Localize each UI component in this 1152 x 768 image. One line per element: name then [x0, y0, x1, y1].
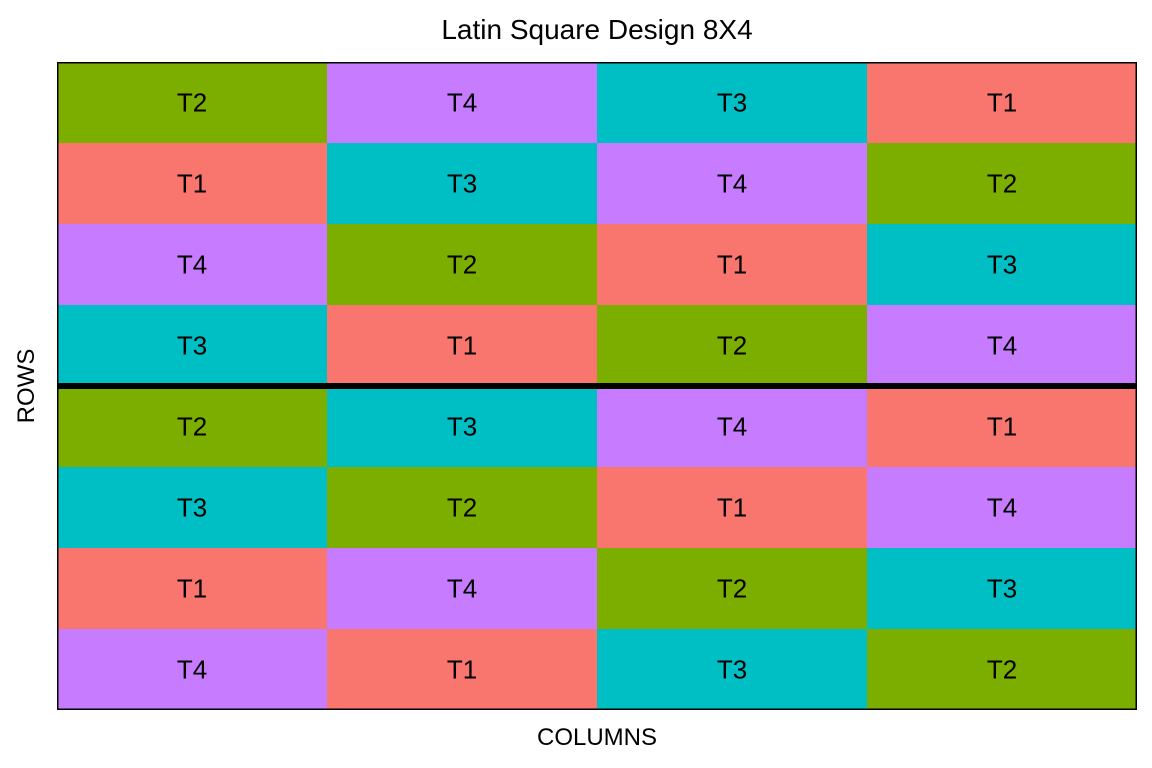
cell-t4-r6-c4 [867, 467, 1137, 549]
cell-t1-r7-c1 [57, 548, 328, 630]
cell-label: T2 [447, 493, 477, 523]
cell-t2-r4-c3 [597, 305, 868, 387]
cell-label: T1 [177, 169, 207, 199]
cell-t3-r1-c3 [597, 62, 868, 144]
cell-t3-r3-c4 [867, 224, 1137, 306]
cell-label: T4 [447, 88, 477, 118]
cell-label: T1 [717, 250, 747, 280]
cell-label: T2 [717, 331, 747, 361]
cell-t2-r2-c4 [867, 143, 1137, 225]
cell-label: T2 [717, 574, 747, 604]
cell-t3-r6-c1 [57, 467, 328, 549]
cell-t1-r5-c4 [867, 386, 1137, 468]
cell-t4-r3-c1 [57, 224, 328, 306]
cell-t4-r1-c2 [327, 62, 598, 144]
cell-t4-r4-c4 [867, 305, 1137, 387]
cell-t1-r3-c3 [597, 224, 868, 306]
cell-t3-r8-c3 [597, 629, 868, 710]
cell-label: T3 [447, 412, 477, 442]
latin-square-grid: T2 T4 T3 T1 T1 T3 T4 T2 T4 T2 T1 T3 T3 T1 T2 T4 T2 T3 T4 T1… [57, 62, 1137, 710]
cell-label: T3 [177, 331, 207, 361]
cell-t2-r8-c4 [867, 629, 1137, 710]
cell-label: T1 [177, 574, 207, 604]
cell-t1-r2-c1 [57, 143, 328, 225]
cell-t2-r1-c1 [57, 62, 328, 144]
cell-label: T1 [717, 493, 747, 523]
cell-t3-r5-c2 [327, 386, 598, 468]
cell-label: T1 [987, 88, 1017, 118]
cell-label: T4 [177, 250, 207, 280]
cell-label: T3 [177, 493, 207, 523]
cell-label: T4 [177, 655, 207, 685]
cell-t1-r1-c4 [867, 62, 1137, 144]
cell-label: T2 [177, 412, 207, 442]
cell-t1-r8-c2 [327, 629, 598, 710]
cell-t1-r6-c3 [597, 467, 868, 549]
chart-title: Latin Square Design 8X4 [441, 14, 753, 45]
cell-label: T4 [987, 493, 1017, 523]
plot-panel: T2 T4 T3 T1 T1 T3 T4 T2 T4 T2 T1 T3 T3 T1 T2 T4 T2 T3 T4 T1… [57, 62, 1137, 710]
cell-t3-r2-c2 [327, 143, 598, 225]
cell-label: T2 [177, 88, 207, 118]
cell-label: T4 [717, 412, 747, 442]
cell-t4-r7-c2 [327, 548, 598, 630]
cell-t3-r7-c4 [867, 548, 1137, 630]
cell-label: T2 [987, 169, 1017, 199]
cell-label: T3 [447, 169, 477, 199]
x-axis-label: COLUMNS [536, 724, 657, 751]
cell-label: T1 [987, 412, 1017, 442]
cell-t4-r2-c3 [597, 143, 868, 225]
cell-t2-r6-c2 [327, 467, 598, 549]
cell-label: T4 [987, 331, 1017, 361]
cell-t1-r4-c2 [327, 305, 598, 387]
cell-t2-r7-c3 [597, 548, 868, 630]
cell-label: T3 [717, 655, 747, 685]
cell-t4-r5-c3 [597, 386, 868, 468]
panel-border [57, 62, 1137, 710]
cell-label: T3 [987, 250, 1017, 280]
cell-t3-r4-c1 [57, 305, 328, 387]
cell-t2-r3-c2 [327, 224, 598, 306]
cell-label: T4 [717, 169, 747, 199]
cell-t4-r8-c1 [57, 629, 328, 710]
cell-label: T2 [987, 655, 1017, 685]
cell-label: T2 [447, 250, 477, 280]
y-axis-label: ROWS [13, 348, 40, 424]
cell-label: T3 [987, 574, 1017, 604]
cell-label: T4 [447, 574, 477, 604]
cell-label: T1 [447, 655, 477, 685]
cell-t2-r5-c1 [57, 386, 328, 468]
cell-label: T1 [447, 331, 477, 361]
cell-label: T3 [717, 88, 747, 118]
